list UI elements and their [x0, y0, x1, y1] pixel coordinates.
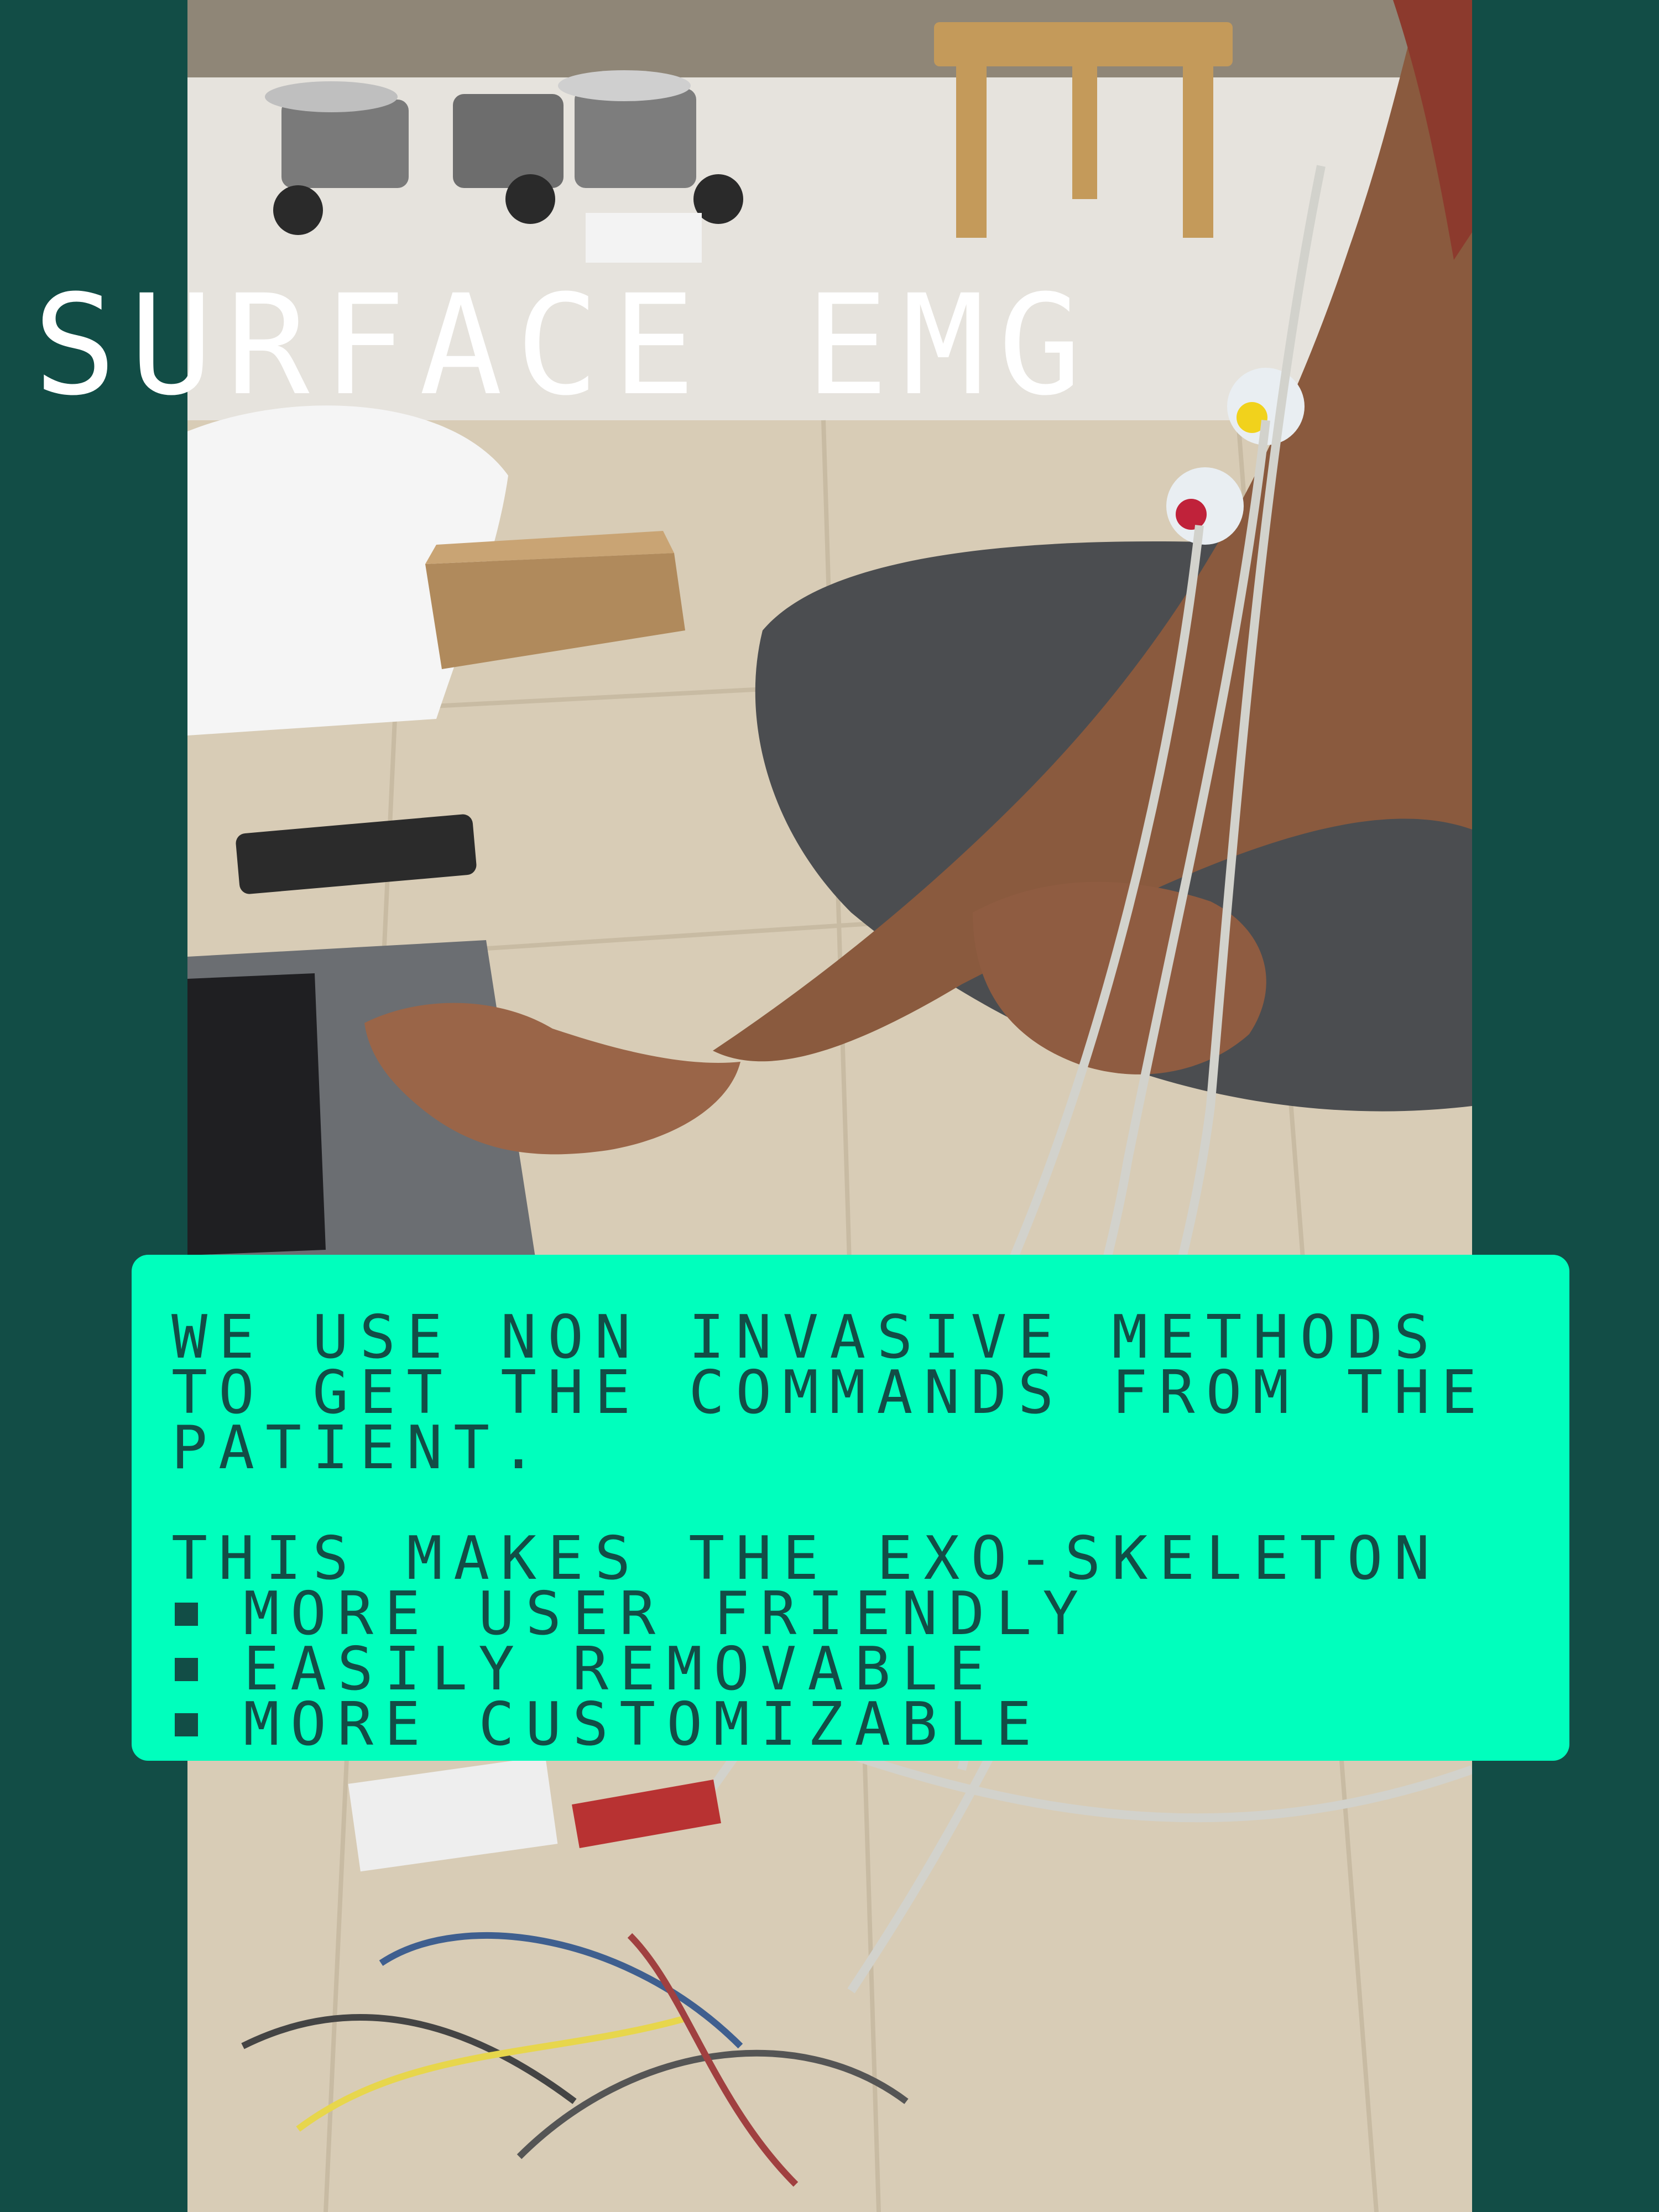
- list-item: MORE CUSTOMIZABLE: [171, 1690, 1531, 1759]
- background-photo: [187, 0, 1472, 2212]
- page-title: SURFACE EMG: [33, 265, 1095, 426]
- list-item-label: MORE USER FRIENDLY: [243, 1579, 1090, 1648]
- list-item: MORE USER FRIENDLY: [171, 1579, 1531, 1648]
- list-item-label: EASILY REMOVABLE: [243, 1635, 996, 1704]
- info-panel: WE USE NON INVASIVE METHODS TO GET THE C…: [132, 1255, 1569, 1761]
- benefits-list: MORE USER FRIENDLY EASILY REMOVABLE MORE…: [171, 1579, 1531, 1759]
- square-bullet-icon: [175, 1658, 198, 1681]
- square-bullet-icon: [175, 1713, 198, 1736]
- list-item: EASILY REMOVABLE: [171, 1635, 1531, 1704]
- list-item-label: MORE CUSTOMIZABLE: [243, 1690, 1043, 1759]
- square-bullet-icon: [175, 1603, 198, 1626]
- panel-paragraph: WE USE NON INVASIVE METHODS TO GET THE C…: [171, 1303, 1488, 1483]
- panel-lead: THIS MAKES THE EXO-SKELETON: [171, 1524, 1441, 1593]
